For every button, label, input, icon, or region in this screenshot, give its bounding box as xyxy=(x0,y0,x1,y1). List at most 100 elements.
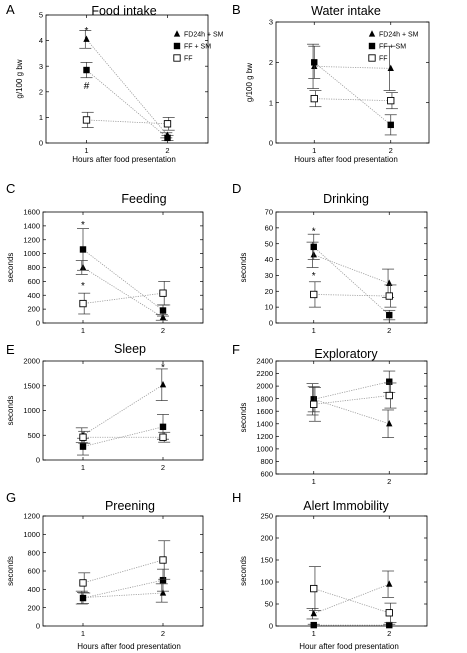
y-tick-label: 500 xyxy=(27,431,40,440)
data-point-triangle xyxy=(386,279,393,286)
plot-frame xyxy=(275,360,428,475)
panel-letter: E xyxy=(6,342,15,357)
data-point-square xyxy=(159,423,167,431)
y-axis-label: g/100 g bw xyxy=(15,59,24,98)
plot-frame xyxy=(42,360,204,461)
y-tick-label: 1500 xyxy=(23,381,40,390)
series-line xyxy=(82,579,164,599)
data-point-triangle xyxy=(387,64,394,71)
data-point-open-square xyxy=(159,556,167,564)
series-line xyxy=(82,292,164,304)
x-axis-label: Hours after food presentation xyxy=(77,642,181,651)
x-tick-label: 1 xyxy=(81,629,85,638)
panel-letter: A xyxy=(6,2,15,17)
x-tick-label: 2 xyxy=(387,477,391,486)
y-tick-label: 1200 xyxy=(23,512,40,521)
y-axis-label: seconds xyxy=(6,253,15,283)
data-point-square xyxy=(83,66,90,74)
y-tick-label: 1400 xyxy=(256,419,273,428)
x-tick-label: 1 xyxy=(81,326,85,335)
y-axis-label: seconds xyxy=(239,556,248,586)
x-tick-label: 2 xyxy=(161,629,165,638)
panel-title: Water intake xyxy=(311,4,381,18)
data-point-square xyxy=(79,594,87,602)
y-axis-label: g/100 g bw xyxy=(245,63,254,102)
panel-b: B Water intake 0 1 2 3 1 2 g/100 g bw Hours after… xyxy=(232,2,430,164)
plot-frame xyxy=(275,515,428,627)
y-tick-label: 60 xyxy=(265,223,273,232)
data-point-square xyxy=(386,378,393,385)
panel-letter: D xyxy=(232,181,241,196)
panel-c: C Feeding 0 200 400 600 800 1000 1200 1400 1600 1 2 s… xyxy=(6,181,204,335)
data-point-open-square xyxy=(79,299,87,308)
y-tick-label: 600 xyxy=(260,470,273,479)
panel-e: E Sleep 0 500 1000 1500 2000 1 2 seconds * xyxy=(6,342,204,472)
x-tick-label: 2 xyxy=(389,146,393,155)
data-point-open-square xyxy=(310,400,318,408)
y-tick-label: 400 xyxy=(27,585,40,594)
y-tick-label: 0 xyxy=(36,319,40,328)
y-tick-label: 3 xyxy=(39,62,43,71)
x-tick-label: 2 xyxy=(161,326,165,335)
y-tick-label: 200 xyxy=(27,603,40,612)
x-tick-label: 1 xyxy=(81,463,85,472)
panel-title: Food intake xyxy=(91,4,156,18)
y-axis-label: seconds xyxy=(239,253,248,283)
panel-f: F Exploratory 600 800 1000 1200 1400 1600 1800 20… xyxy=(232,342,428,486)
panel-g: G Preening 0 200 400 600 800 1000 1200 1 2 seconds H… xyxy=(6,490,204,651)
plot-frame xyxy=(275,21,430,144)
y-tick-label: 70 xyxy=(265,208,273,217)
x-tick-label: 1 xyxy=(312,477,316,486)
y-tick-label: 100 xyxy=(260,578,273,587)
y-tick-label: 1400 xyxy=(23,221,40,230)
significance-mark: * xyxy=(161,362,165,373)
x-tick-label: 2 xyxy=(161,463,165,472)
legend-marker xyxy=(368,42,376,50)
data-point-triangle xyxy=(386,419,393,427)
x-tick-label: 1 xyxy=(312,326,316,335)
y-tick-label: 5 xyxy=(39,11,43,20)
series-line xyxy=(313,62,392,126)
panel-h: H Alert Immobility 0 50 100 150 200 250 1 2 second… xyxy=(232,490,428,651)
y-tick-label: 200 xyxy=(260,534,273,543)
series-line xyxy=(86,39,168,136)
data-point-square xyxy=(387,121,394,129)
panel-letter: F xyxy=(232,342,240,357)
series-line xyxy=(82,267,164,318)
significance-mark: * xyxy=(312,227,316,238)
y-tick-label: 0 xyxy=(36,456,40,465)
legend-entry: FD24h + SM xyxy=(379,32,419,39)
y-tick-label: 150 xyxy=(260,556,273,565)
plot-frame xyxy=(275,211,428,324)
plot-frame xyxy=(45,14,209,144)
data-point-square xyxy=(386,621,393,629)
y-tick-label: 600 xyxy=(27,567,40,576)
y-axis-label: seconds xyxy=(6,396,15,426)
x-tick-label: 1 xyxy=(312,629,316,638)
data-point-triangle xyxy=(159,589,167,596)
y-tick-label: 2 xyxy=(269,58,273,67)
data-point-square xyxy=(310,396,317,403)
legend-marker xyxy=(173,30,181,37)
series-line xyxy=(313,398,390,425)
series-line xyxy=(313,246,390,316)
y-tick-label: 2000 xyxy=(256,382,273,391)
x-tick-label: 1 xyxy=(84,146,88,155)
panel-a: A Food intake 0 1 2 3 4 5 1 2 g/100 g bw Hours afte… xyxy=(6,2,224,164)
y-tick-label: 250 xyxy=(260,512,273,521)
x-axis-label: Hours after food presentation xyxy=(294,155,398,164)
series-line xyxy=(313,294,390,297)
data-point-open-square xyxy=(79,579,87,587)
legend: FD24h + SM FF + SM FF xyxy=(173,30,224,63)
y-tick-label: 1 xyxy=(39,113,43,122)
y-tick-label: 2000 xyxy=(23,357,40,366)
y-tick-label: 10 xyxy=(265,303,273,312)
data-point-triangle xyxy=(159,313,167,321)
series-line xyxy=(313,583,390,615)
y-axis-label: seconds xyxy=(6,556,15,586)
y-tick-label: 400 xyxy=(27,291,40,300)
y-axis-label: seconds xyxy=(239,403,248,433)
y-tick-label: 0 xyxy=(36,622,40,631)
data-point-square xyxy=(159,307,167,314)
